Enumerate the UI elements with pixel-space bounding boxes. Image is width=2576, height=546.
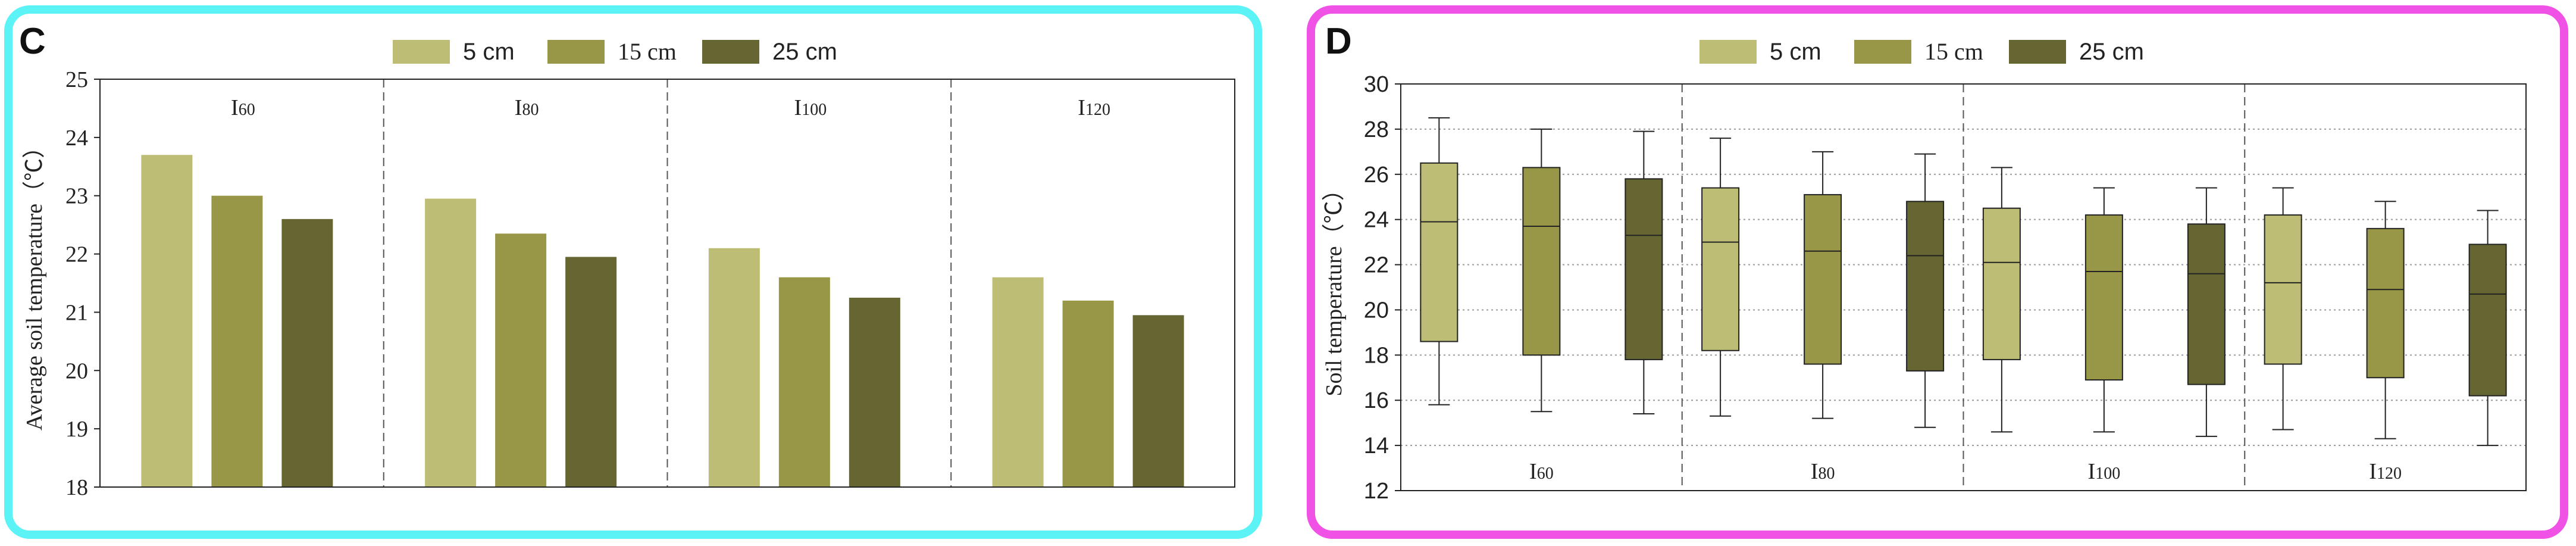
y-tick-label: 16: [1364, 388, 1389, 413]
bar: [565, 257, 617, 487]
panel-d-letter: D: [1325, 21, 1352, 62]
y-tick-label: 12: [1364, 479, 1389, 504]
bar: [425, 198, 477, 487]
legend-label: 15 cm: [618, 38, 677, 65]
box: [2468, 244, 2507, 397]
group-label-sub: 120: [1085, 101, 1110, 119]
group-label: I80: [515, 95, 539, 120]
legend-swatch: [2009, 40, 2066, 64]
plot-frame: [99, 79, 1235, 488]
y-tick-label: 23: [65, 184, 88, 209]
bar: [708, 248, 760, 487]
group-label-sub: 120: [2377, 464, 2402, 483]
bar: [992, 277, 1044, 487]
legend-label: 25 cm: [772, 39, 837, 65]
box: [1420, 162, 1458, 342]
group-label-main: I: [794, 95, 802, 120]
legend-label: 5 cm: [463, 39, 515, 65]
y-tick-label: 20: [1364, 298, 1389, 323]
panel-c-plot: 18 19 20 21 22 23 24 25 Average soil temperature…: [22, 67, 1235, 500]
group-label-sub: 100: [2095, 464, 2120, 483]
y-tick-label: 18: [65, 475, 88, 500]
bar: [281, 219, 333, 487]
panel-c: C 5 cm 15 cm 25 cm 18 19 20 21 22 23 24 25 Average…: [4, 5, 1262, 539]
panel-d-border: [1307, 5, 2568, 539]
y-tick-label: 25: [65, 67, 88, 92]
y-tick-label: 20: [65, 358, 88, 383]
box: [1701, 187, 1740, 351]
group-label-sub: 60: [1537, 464, 1554, 483]
y-tick-label: 22: [65, 242, 88, 267]
box: [1982, 207, 2021, 360]
group-label-sub: 60: [239, 101, 255, 119]
panel-c-legend: 5 cm 15 cm 25 cm: [393, 38, 837, 65]
bar: [1132, 315, 1184, 487]
panel-d-legend: 5 cm 15 cm 25 cm: [1699, 38, 2144, 65]
group-label: I60: [231, 95, 255, 120]
group-label-main: I: [1529, 459, 1537, 484]
box: [1804, 194, 1842, 365]
panel-d: D 5 cm 15 cm 25 cm 12 14 16 18 20 22 24 26 28 30 Soi…: [1307, 5, 2568, 539]
group-label-main: I: [1078, 95, 1085, 120]
y-axis-label: Soil temperature（℃）: [1322, 178, 1347, 396]
group-label-sub: 80: [522, 101, 539, 119]
box: [1906, 201, 1945, 372]
y-tick-label: 22: [1364, 253, 1389, 278]
bar: [495, 233, 547, 487]
group-label-main: I: [515, 95, 522, 120]
panel-c-border: [4, 5, 1262, 539]
y-tick-label: 19: [65, 417, 88, 442]
group-label-main: I: [2369, 459, 2377, 484]
legend-swatch: [547, 40, 605, 64]
group-label: I60: [1529, 459, 1554, 484]
group-label: I100: [2088, 459, 2121, 484]
box: [2084, 214, 2123, 381]
y-tick-label: 30: [1364, 72, 1389, 97]
legend-label: 15 cm: [1924, 38, 1983, 65]
plot-frame: [1400, 83, 2527, 491]
y-tick-label: 24: [1364, 208, 1389, 233]
box: [1522, 167, 1561, 356]
bar: [849, 297, 900, 487]
y-tick-label: 26: [1364, 163, 1389, 188]
legend-label: 5 cm: [1770, 39, 1821, 65]
legend-label: 25 cm: [2079, 39, 2144, 65]
group-label-main: I: [1811, 459, 1818, 484]
y-tick-label: 18: [1364, 343, 1389, 368]
bar: [778, 277, 830, 487]
legend-swatch: [1854, 40, 1911, 64]
y-tick-label: 24: [65, 126, 88, 151]
bar: [141, 155, 193, 487]
legend-swatch: [393, 40, 450, 64]
panel-d-plot: 12 14 16 18 20 22 24 26 28 30 Soil temperature（℃） I…: [1322, 72, 2527, 504]
bar: [1062, 300, 1114, 487]
box: [2264, 214, 2302, 365]
box: [2187, 223, 2226, 385]
y-tick-label: 14: [1364, 433, 1389, 458]
bar: [211, 195, 263, 487]
group-label-sub: 80: [1818, 464, 1835, 483]
panel-c-letter: C: [19, 21, 46, 62]
box: [2366, 227, 2405, 379]
legend-swatch: [702, 40, 759, 64]
group-label: I120: [1078, 95, 1110, 120]
y-tick-label: 28: [1364, 117, 1389, 142]
group-label: I80: [1811, 459, 1835, 484]
group-label: I100: [794, 95, 827, 120]
y-axis-label: Average soil temperature（℃）: [22, 136, 47, 430]
group-label-sub: 100: [802, 101, 827, 119]
box: [1625, 178, 1663, 360]
group-label-main: I: [2088, 459, 2096, 484]
y-tick-label: 21: [65, 300, 88, 325]
group-label: I120: [2369, 459, 2402, 484]
legend-swatch: [1699, 40, 1757, 64]
group-label-main: I: [231, 95, 239, 120]
